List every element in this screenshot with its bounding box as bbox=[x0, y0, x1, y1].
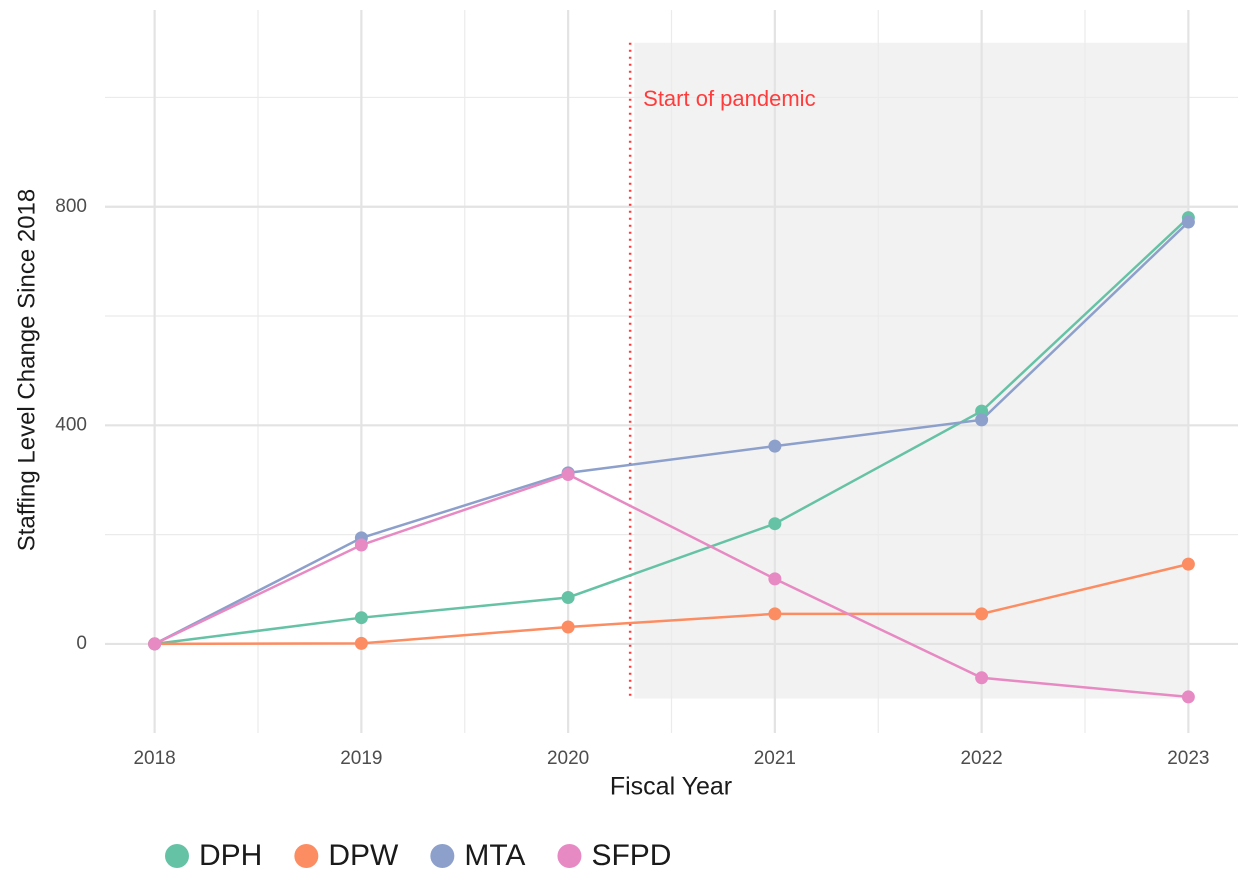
legend-label: DPH bbox=[199, 839, 262, 872]
y-tick-label: 800 bbox=[55, 196, 87, 217]
point bbox=[768, 572, 782, 586]
point bbox=[975, 671, 989, 685]
series-line bbox=[154, 221, 1190, 646]
point bbox=[975, 413, 989, 427]
point bbox=[975, 607, 989, 621]
x-tick-label: 2019 bbox=[340, 748, 382, 769]
x-axis-label: Fiscal Year bbox=[610, 773, 732, 801]
point bbox=[768, 439, 782, 453]
x-tick-label: 2020 bbox=[547, 748, 589, 769]
point bbox=[561, 468, 575, 482]
x-tick-label: 2021 bbox=[754, 748, 796, 769]
point bbox=[354, 611, 368, 625]
point bbox=[768, 607, 782, 621]
legend-label: SFPD bbox=[591, 839, 671, 872]
point bbox=[1181, 215, 1195, 229]
point bbox=[561, 620, 575, 634]
legend-marker bbox=[294, 844, 319, 868]
plot: 2018 2019 2020 2021 2022 2023 0 400 800 Start of … bbox=[55, 10, 1238, 769]
legend-label: MTA bbox=[464, 839, 525, 872]
x-tick-label: 2023 bbox=[1167, 748, 1209, 769]
point bbox=[148, 637, 162, 651]
legend-marker bbox=[165, 844, 189, 868]
series-line bbox=[154, 562, 1189, 646]
point bbox=[354, 636, 368, 650]
y-tick-label: 400 bbox=[55, 414, 87, 435]
legend-label: DPW bbox=[328, 839, 399, 872]
point bbox=[768, 517, 782, 531]
point bbox=[354, 538, 368, 552]
shaded-region bbox=[634, 42, 1189, 699]
legend-marker bbox=[430, 844, 455, 868]
series-line bbox=[154, 473, 1189, 699]
legend-marker bbox=[557, 844, 582, 868]
x-tick-label: 2022 bbox=[960, 748, 1002, 769]
annotation: Start of pandemic bbox=[643, 86, 815, 111]
x-tick-label: 2018 bbox=[133, 748, 175, 769]
series-line bbox=[154, 216, 1190, 646]
point bbox=[561, 590, 575, 604]
point bbox=[1181, 690, 1195, 704]
point bbox=[1181, 557, 1195, 571]
y-tick-label: 0 bbox=[76, 633, 87, 654]
y-axis-label: Staffing Level Change Since 2018 bbox=[13, 189, 40, 552]
